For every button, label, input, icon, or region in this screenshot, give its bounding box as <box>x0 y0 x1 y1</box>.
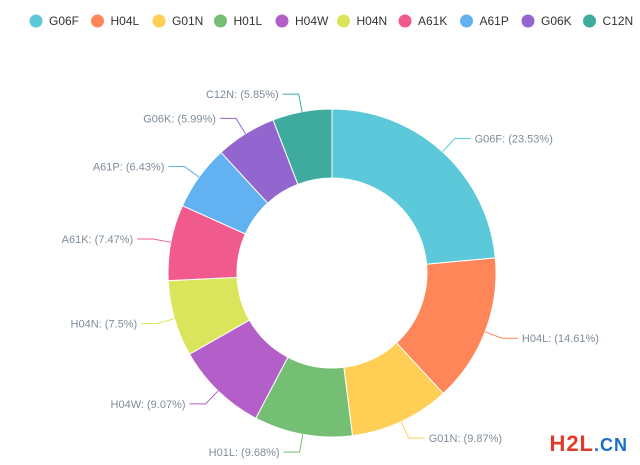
slice-g06f[interactable] <box>331 108 496 265</box>
slice-label-c12n: C12N: (5.85%) <box>206 89 279 101</box>
slice-label-a61p: A61P: (6.43%) <box>93 162 165 174</box>
leader-line-c12n <box>282 93 303 112</box>
legend-item-c12n[interactable]: C12N <box>583 14 633 28</box>
watermark-text-domain: .CN <box>594 435 628 455</box>
legend-item-h04n[interactable]: H04N <box>337 14 387 28</box>
slice-label-g06f: G06F: (23.53%) <box>475 134 553 146</box>
legend-marker-a61k <box>398 14 412 28</box>
leader-line-h01l <box>283 434 304 453</box>
legend-item-h04w[interactable]: H04W <box>275 14 330 28</box>
legend-label-h04w: H04W <box>295 14 329 28</box>
legend-item-g06f[interactable]: G06F <box>29 14 80 28</box>
legend-marker-g01n <box>152 14 166 28</box>
legend-label-g06k: G06K <box>541 14 572 28</box>
legend-label-h01l: H01L <box>234 14 263 28</box>
legend-item-h01l[interactable]: H01L <box>214 14 263 28</box>
legend-marker-h04n <box>337 14 350 28</box>
legend-marker-g06k <box>521 14 535 28</box>
slice-c12n[interactable] <box>272 108 333 185</box>
legend-label-g06f: G06F <box>49 14 79 28</box>
leader-line-g01n <box>400 421 425 439</box>
legend-item-g06k[interactable]: G06K <box>521 14 572 28</box>
legend-item-a61p[interactable]: A61P <box>460 14 509 28</box>
slice-label-h01l: H01L: (9.68%) <box>209 447 280 459</box>
donut-slices <box>167 108 497 438</box>
legend-item-g01n[interactable]: G01N <box>152 14 204 28</box>
slice-label-h04w: H04W: (9.07%) <box>111 399 186 411</box>
chart-legend: G06F H04L G01N H01L H04W H04N A61K A61P G06K C12N <box>29 14 633 28</box>
legend-label-c12n: C12N <box>603 14 634 28</box>
legend-label-h04n: H04N <box>357 14 388 28</box>
legend-label-h04l: H04L <box>111 14 140 28</box>
leader-line-a61k <box>137 238 171 243</box>
legend-marker-h01l <box>214 14 227 28</box>
legend-marker-a61p <box>460 14 473 28</box>
legend-marker-h04w <box>275 14 289 28</box>
legend-marker-g06f <box>29 14 43 28</box>
watermark-text-main: H2L <box>549 431 594 456</box>
slice-label-a61k: A61K: (7.47%) <box>62 234 134 246</box>
watermark-logo: H2L.CN <box>549 431 628 457</box>
leader-line-a61p <box>168 166 200 178</box>
leader-line-g06f <box>442 138 471 153</box>
legend-marker-h04l <box>91 14 104 28</box>
legend-label-a61k: A61K <box>418 14 447 28</box>
slice-label-h04n: H04N: (7.5%) <box>71 319 138 331</box>
legend-item-a61k[interactable]: A61K <box>398 14 448 28</box>
legend-item-h04l[interactable]: H04L <box>91 14 140 28</box>
legend-marker-c12n <box>583 14 596 28</box>
slice-label-h04l: H04L: (14.61%) <box>522 333 599 345</box>
leader-line-g06k <box>219 117 246 134</box>
slice-label-g01n: G01N: (9.87%) <box>429 433 502 445</box>
legend-label-g01n: G01N <box>172 14 203 28</box>
leader-line-h04w <box>189 390 219 405</box>
slice-labels: G06F: (23.53%) H04L: (14.61%) G01N: (9.87%… <box>62 89 599 459</box>
leader-line-h04l <box>484 331 518 339</box>
slice-label-g06k: G06K: (5.99%) <box>143 113 216 125</box>
legend-label-a61p: A61P <box>480 14 509 28</box>
leader-line-h04n <box>141 318 175 325</box>
